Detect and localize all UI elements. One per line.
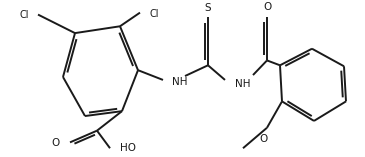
Text: Cl: Cl — [19, 10, 29, 20]
Text: HO: HO — [120, 143, 136, 153]
Text: O: O — [259, 134, 267, 144]
Text: S: S — [205, 3, 211, 13]
Text: O: O — [263, 2, 271, 12]
Text: NH: NH — [235, 79, 250, 89]
Text: NH: NH — [172, 77, 188, 87]
Text: Cl: Cl — [149, 9, 158, 19]
Text: O: O — [52, 138, 60, 148]
